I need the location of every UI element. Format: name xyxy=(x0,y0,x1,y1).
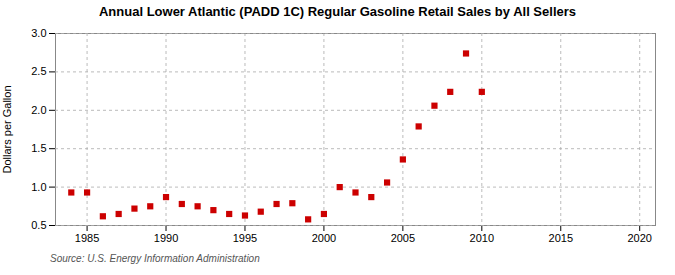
svg-text:2005: 2005 xyxy=(391,232,415,244)
svg-text:0.5: 0.5 xyxy=(31,219,46,231)
svg-text:1.5: 1.5 xyxy=(31,142,46,154)
svg-text:2020: 2020 xyxy=(627,232,651,244)
svg-text:1.0: 1.0 xyxy=(31,181,46,193)
svg-text:2015: 2015 xyxy=(549,232,573,244)
html-text:Annual Lower Atlantic (PADD 1C: Annual Lower Atlantic (PADD 1C) Regular … xyxy=(99,4,576,19)
svg-text:2.5: 2.5 xyxy=(31,65,46,77)
svg-text:1985: 1985 xyxy=(75,232,99,244)
svg-text:1990: 1990 xyxy=(154,232,178,244)
svg-text:2000: 2000 xyxy=(312,232,336,244)
svg-text:2.0: 2.0 xyxy=(31,104,46,116)
svg-text:Dollars per Gallon: Dollars per Gallon xyxy=(1,85,13,173)
svg-text:2010: 2010 xyxy=(470,232,494,244)
svg-text:1995: 1995 xyxy=(233,232,257,244)
svg-text:3.0: 3.0 xyxy=(31,27,46,39)
html-text:Source: U.S. Energy Informatio: Source: U.S. Energy Information Administ… xyxy=(50,253,260,264)
